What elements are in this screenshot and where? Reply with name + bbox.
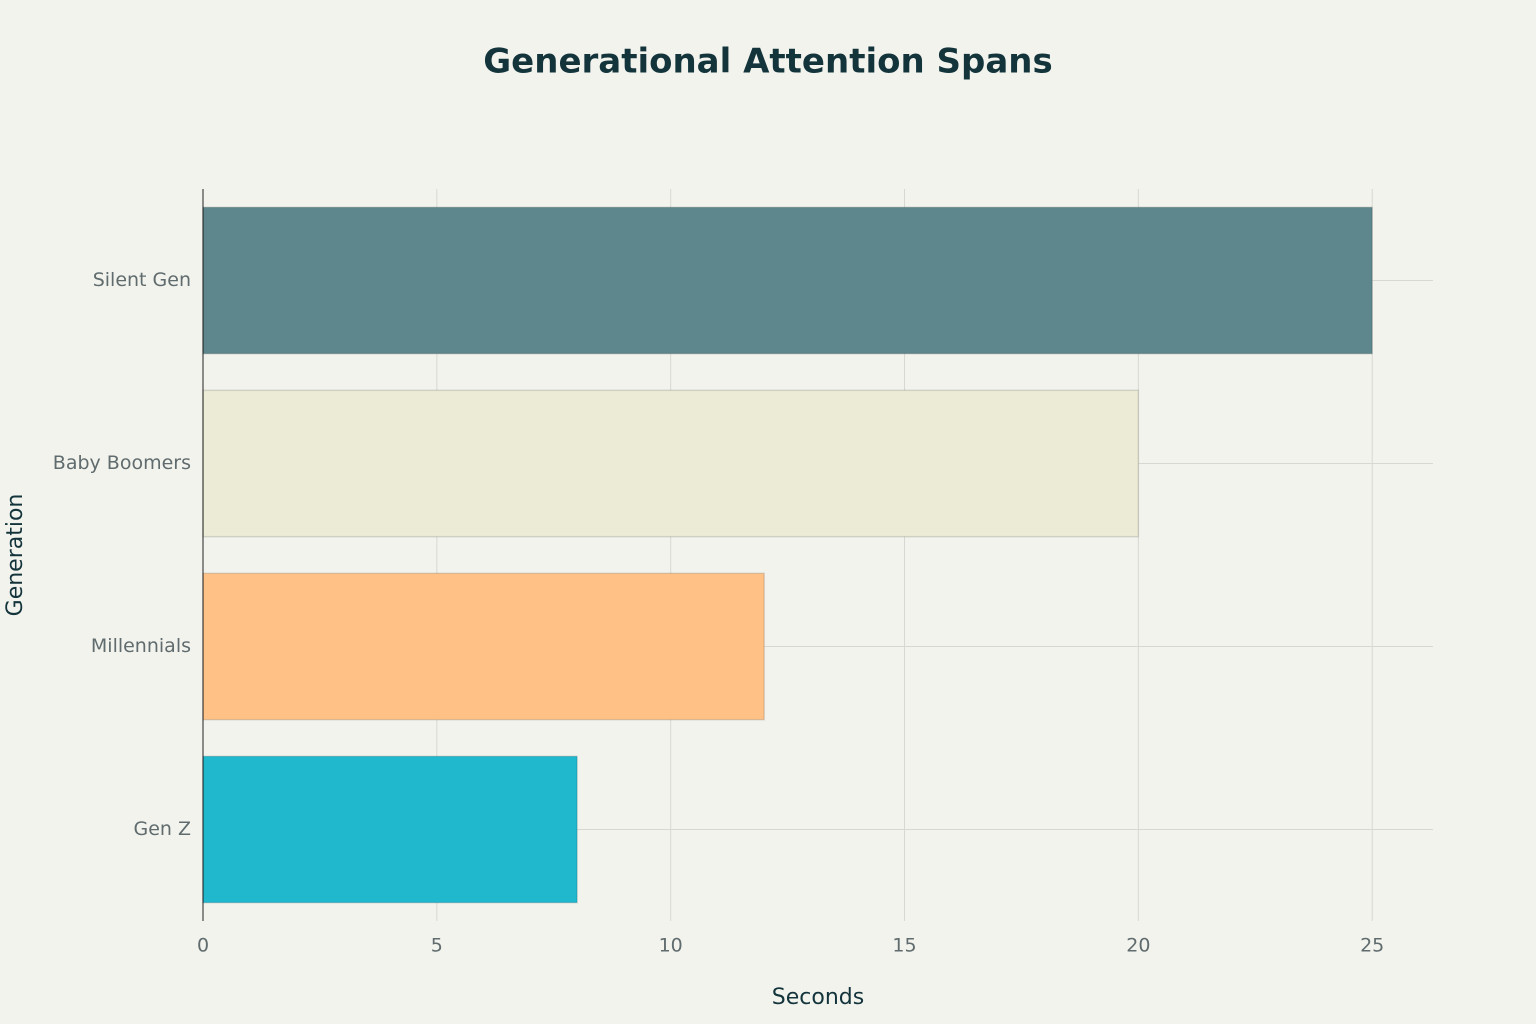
chart-title: Generational Attention Spans [483,42,1052,82]
bar [202,755,578,904]
x-tick-label: 0 [197,935,209,957]
bar [202,206,1373,355]
y-tick-label: Millennials [91,635,191,657]
x-tick-label: 25 [1360,935,1384,957]
y-tick-label: Gen Z [133,818,191,840]
x-tick-label: 5 [431,935,443,957]
y-tick-label: Baby Boomers [53,452,191,474]
y-tick-label: Silent Gen [93,269,191,291]
bar [202,572,765,721]
x-axis-title: Seconds [772,985,864,1010]
y-axis-title: Generation [3,494,28,617]
bar [202,389,1140,538]
x-tick-label: 15 [892,935,916,957]
x-tick-label: 10 [659,935,683,957]
x-tick-label: 20 [1126,935,1150,957]
